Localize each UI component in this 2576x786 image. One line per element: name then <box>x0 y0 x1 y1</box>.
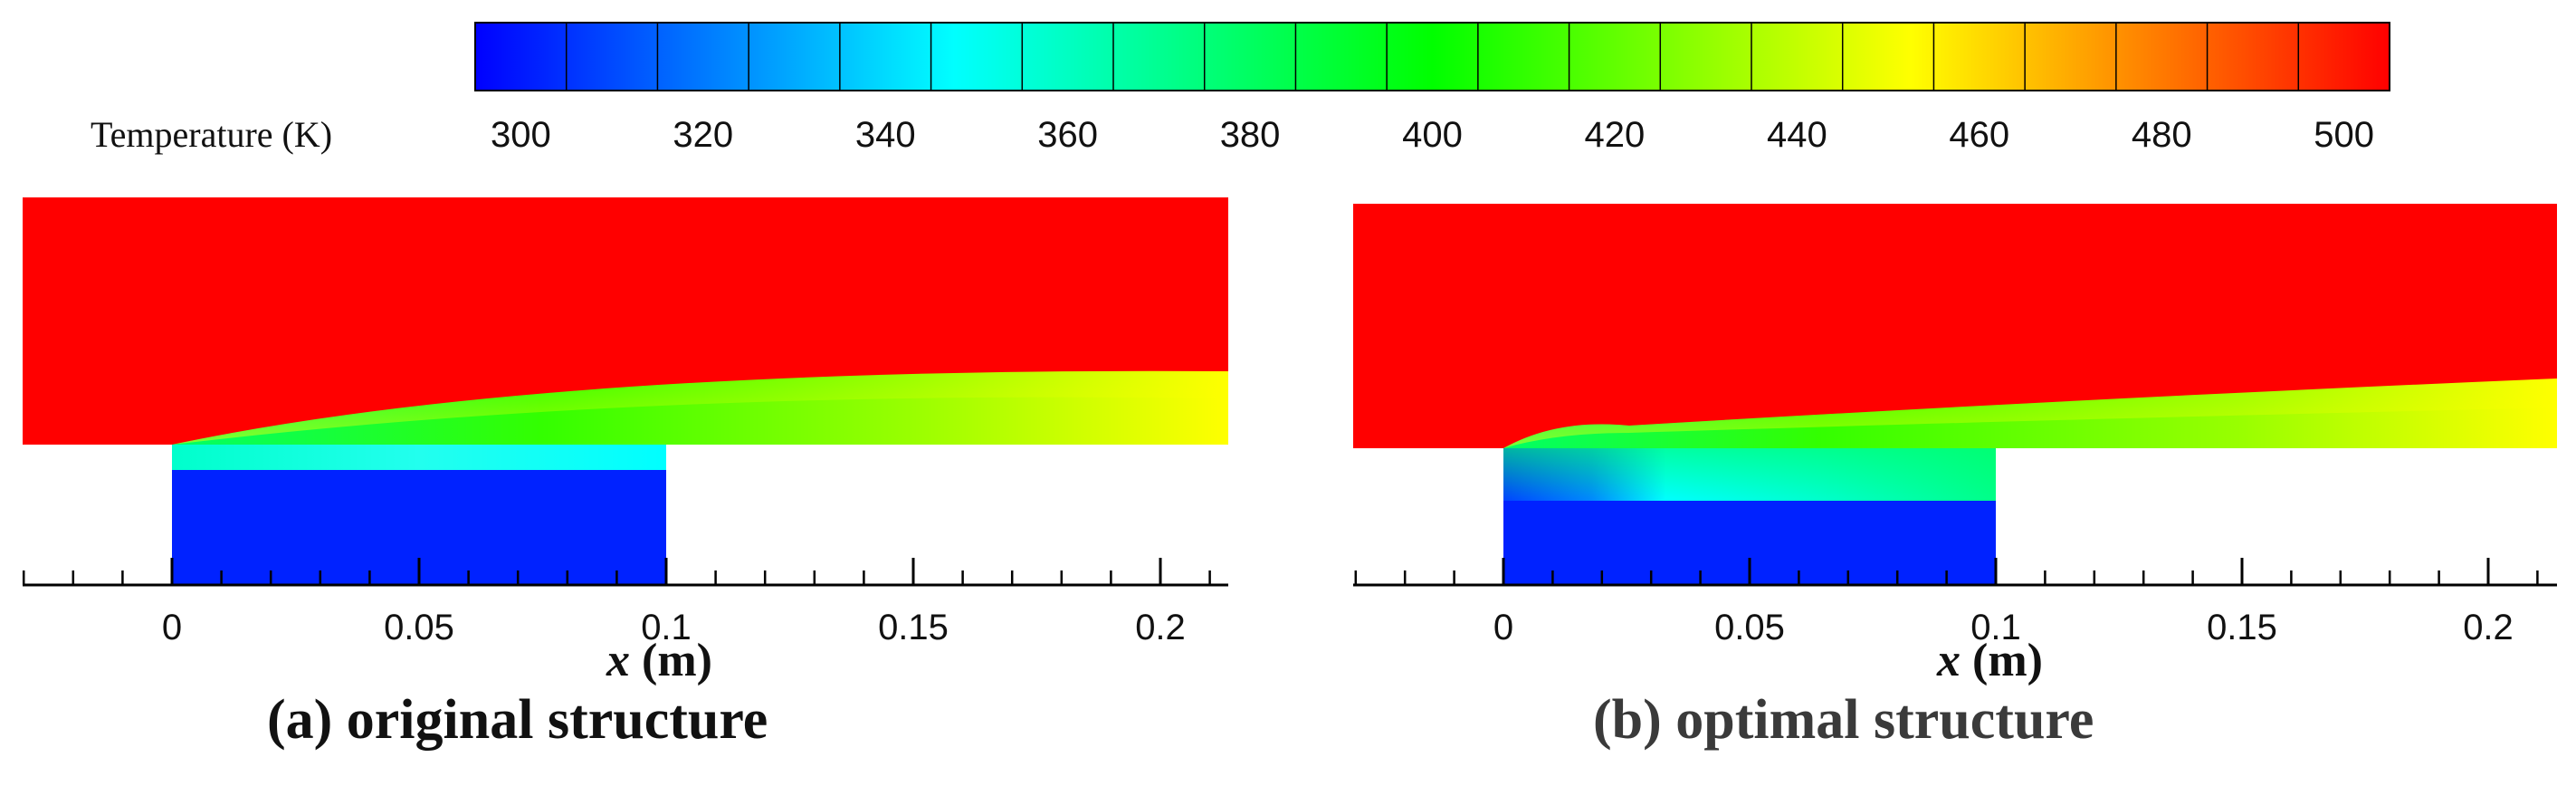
colorbar-tick-label: 440 <box>1767 115 1827 155</box>
x-tick-label: 0 <box>162 608 182 647</box>
x-axis-var: x <box>1937 635 1961 686</box>
plume-upper-edge <box>1503 379 2557 448</box>
colorbar-tick-label: 480 <box>2132 115 2192 155</box>
colorbar-tick-label: 300 <box>491 115 551 155</box>
x-axis-ticks: 0 0.05 0.1 0.15 0.2 <box>22 558 1211 647</box>
x-axis-unit: (m) <box>642 635 712 686</box>
x-tick-label: 0.05 <box>1714 608 1785 647</box>
coolant-film <box>172 445 666 470</box>
x-tick-label: 0.2 <box>2463 608 2514 647</box>
colorbar-tick-label: 420 <box>1585 115 1646 155</box>
plume-upper-edge <box>172 370 1228 445</box>
x-axis-ticks: 0 0.05 0.1 0.15 0.2 <box>1354 558 2539 647</box>
colorbar-gradient <box>474 22 2390 91</box>
colorbar-tick-label: 340 <box>855 115 916 155</box>
colorbar-tick-label: 460 <box>1949 115 2009 155</box>
panel-caption: (a) original structure <box>267 689 768 751</box>
colorbar-tick-label: 500 <box>2314 115 2374 155</box>
panel-optimal-structure: 0 0.05 0.1 0.15 0.2 <box>1353 204 2557 647</box>
colorbar-tick-label: 380 <box>1220 115 1281 155</box>
colorbar-level-dividers <box>565 23 2300 91</box>
colorbar-tick-labels: 300 320 340 360 380 400 420 440 460 480 500 <box>491 115 2374 155</box>
x-axis-unit: (m) <box>1972 635 2043 686</box>
x-tick-label: 0.15 <box>878 608 949 647</box>
panel-original-structure: 0 0.05 0.1 0.15 0.2 <box>22 197 1228 647</box>
x-axis-title: x (m) <box>1937 634 2043 687</box>
colorbar-tick-label: 400 <box>1402 115 1463 155</box>
colorbar-tick-label: 360 <box>1037 115 1098 155</box>
x-axis-var: x <box>606 635 630 686</box>
x-tick-label: 0.15 <box>2207 608 2277 647</box>
x-tick-label: 0.1 <box>1970 608 2021 647</box>
colorbar-tick-label: 320 <box>673 115 733 155</box>
colorbar: 300 320 340 360 380 400 420 440 460 480 500 <box>474 22 2390 155</box>
x-axis-title: x (m) <box>606 634 712 687</box>
x-tick-label: 0.05 <box>384 608 454 647</box>
panel-caption: (b) optimal structure <box>1593 689 2094 751</box>
coolant-film-shade <box>1503 448 1996 501</box>
colorbar-label: Temperature (K) <box>91 114 333 155</box>
x-tick-label: 0.2 <box>1135 608 1186 647</box>
x-tick-label: 0 <box>1493 608 1513 647</box>
x-tick-label: 0.1 <box>641 608 692 647</box>
